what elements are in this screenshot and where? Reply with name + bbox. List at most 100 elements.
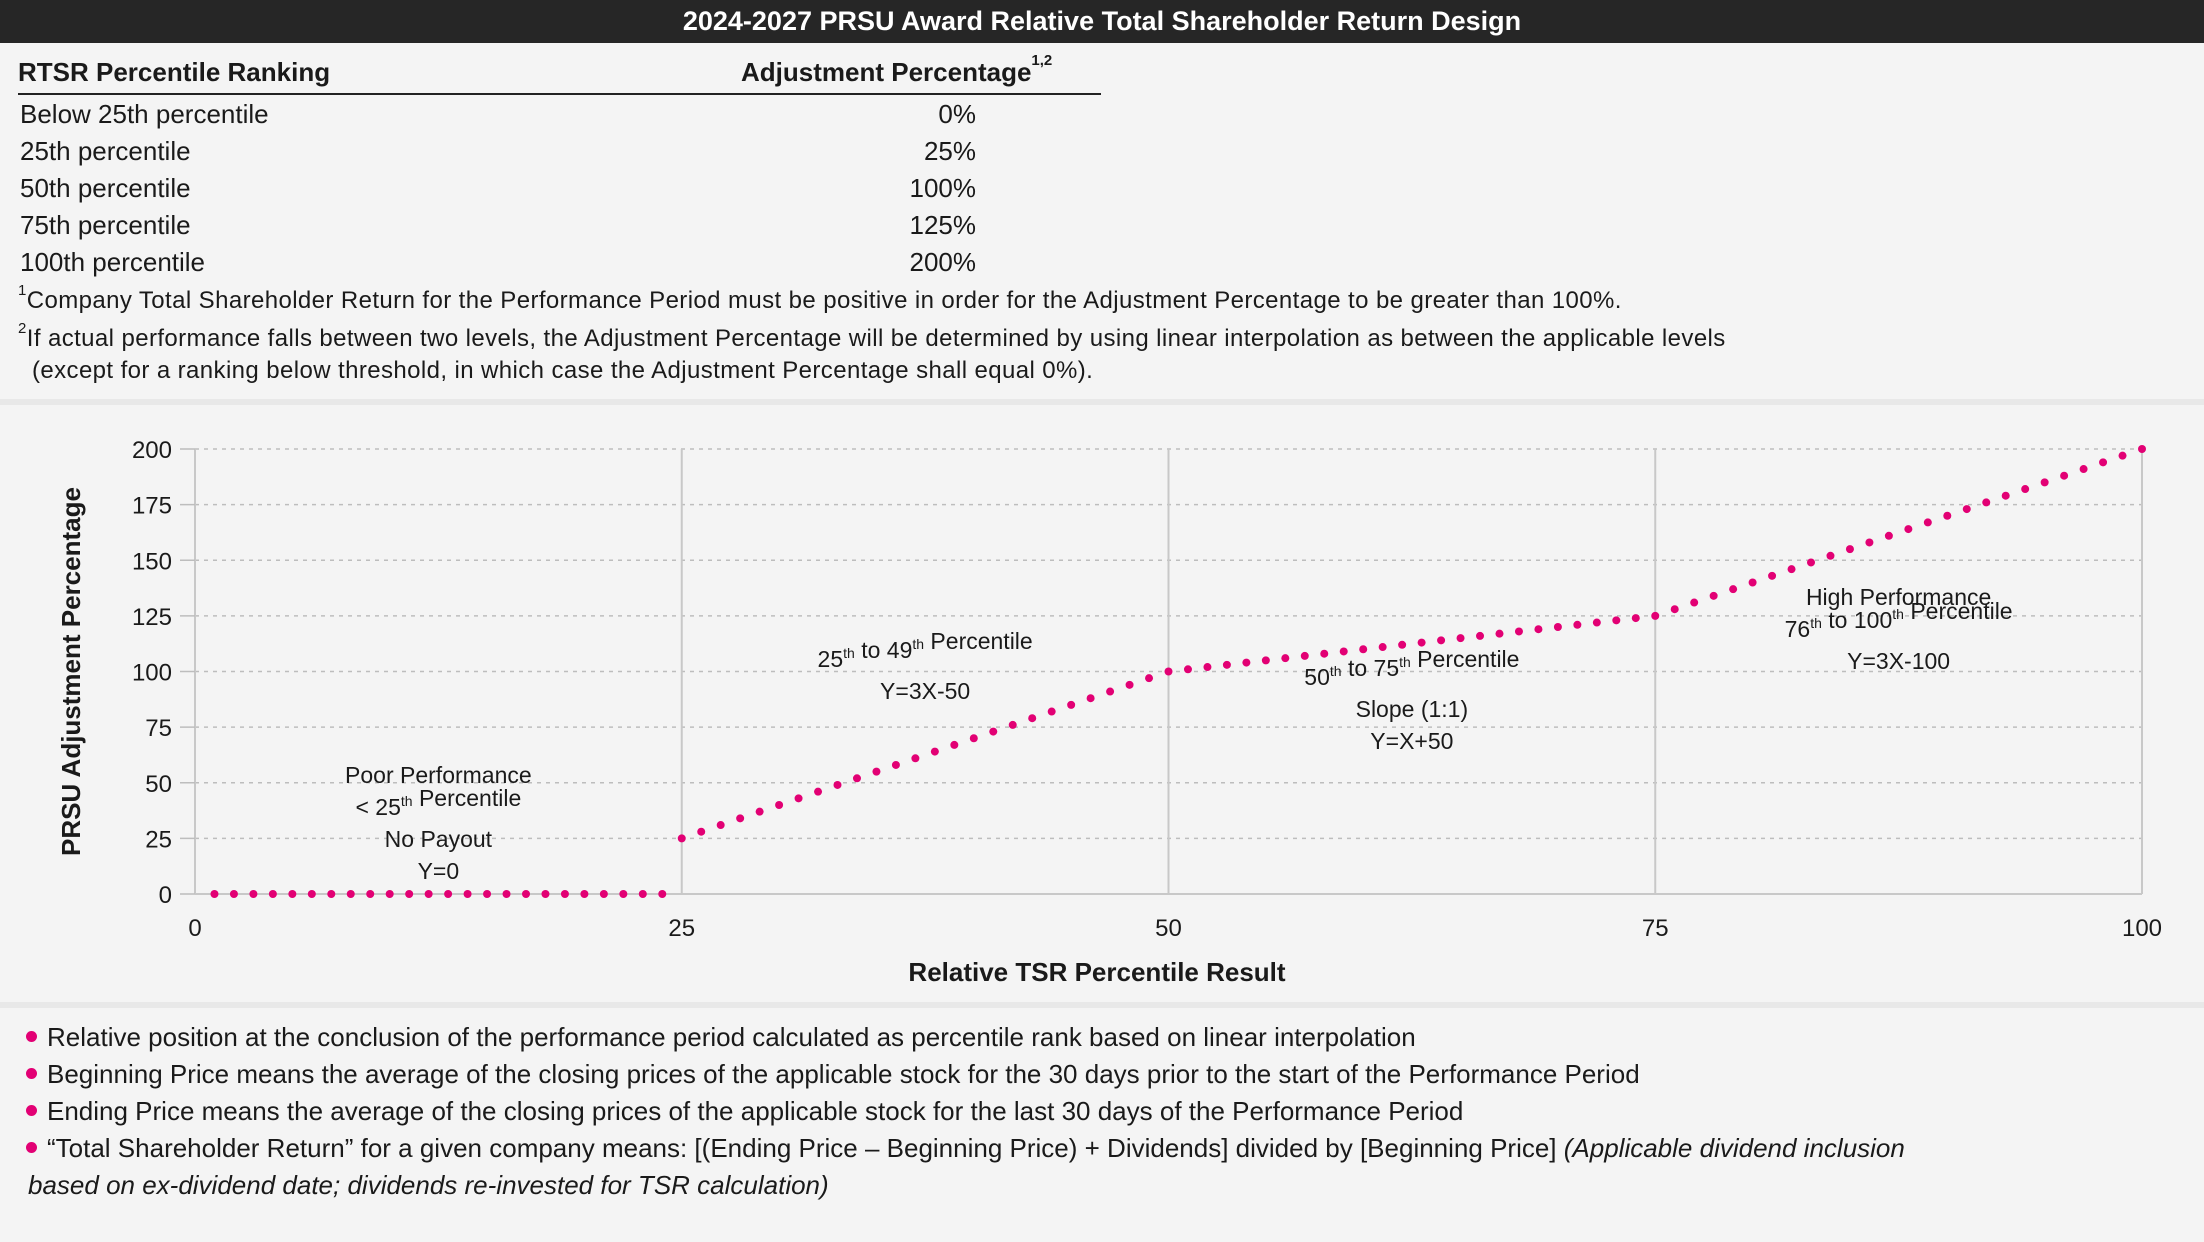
x-tick-label: 0 [188, 915, 201, 942]
definitions-list: Relative position at the conclusion of t… [0, 1008, 2204, 1242]
data-point [1631, 614, 1640, 623]
list-item: Beginning Price means the average of the… [26, 1059, 1640, 1090]
award-table-section: RTSR Percentile Ranking Adjustment Perce… [0, 43, 2204, 399]
adjustment-cell: 25% [923, 136, 976, 166]
x-tick-label: 50 [1155, 915, 1182, 942]
y-axis-title: PRSU Adjustment Percentage [56, 487, 86, 856]
x-tick-label: 100 [2122, 915, 2162, 942]
data-point [697, 827, 706, 836]
data-point [1534, 625, 1543, 634]
data-point [366, 890, 375, 898]
list-item: “Total Shareholder Return” for a given c… [26, 1133, 1905, 1164]
data-point [1281, 654, 1290, 663]
data-point [1145, 674, 1154, 683]
adjustment-cell: 0% [938, 99, 976, 129]
data-point [1904, 525, 1913, 534]
data-point [268, 890, 277, 898]
data-point [2021, 485, 2030, 494]
annotation-text: Y=3X-50 [880, 678, 970, 704]
data-point [1845, 545, 1854, 554]
data-point [483, 890, 492, 898]
data-point [2079, 465, 2088, 474]
data-point [872, 767, 881, 776]
data-point [950, 740, 959, 749]
data-point [794, 794, 803, 803]
x-tick-label: 25 [668, 915, 695, 942]
data-point [736, 814, 745, 823]
data-point [1768, 571, 1777, 580]
data-point [1884, 531, 1893, 540]
data-point [891, 760, 900, 769]
data-point [229, 890, 238, 898]
data-point [385, 890, 394, 898]
bullet-dot-icon [26, 1031, 37, 1042]
data-point [1553, 623, 1562, 631]
data-point [619, 890, 628, 898]
data-point [1982, 498, 1991, 507]
data-point [1203, 663, 1212, 672]
data-point [580, 890, 589, 898]
list-item-continued: based on ex-dividend date; dividends re-… [28, 1170, 829, 1200]
data-point [1086, 694, 1095, 703]
list-item: Ending Price means the average of the cl… [26, 1096, 1463, 1127]
bullet-dot-icon [26, 1068, 37, 1079]
footnotes: 1Company Total Shareholder Return for th… [18, 279, 1726, 387]
data-point [677, 834, 686, 843]
adjustment-cell: 200% [909, 247, 977, 277]
header-ranking: RTSR Percentile Ranking [18, 57, 331, 87]
data-point [1125, 680, 1134, 689]
annotation-text: No Payout [385, 826, 493, 852]
x-tick-label: 75 [1642, 915, 1669, 942]
data-point [1748, 578, 1757, 587]
data-point [560, 890, 569, 898]
data-point [989, 727, 998, 736]
data-point [1417, 638, 1426, 647]
data-point [502, 890, 511, 898]
data-point [463, 890, 472, 898]
data-point [716, 821, 725, 830]
data-point [911, 754, 920, 763]
annotation-text: < 25th Percentile [355, 785, 521, 820]
annotation-text: 25th to 49th Percentile [818, 628, 1033, 672]
data-point [1359, 645, 1368, 654]
table-row: Below 25th percentile 0% [18, 97, 1101, 134]
data-point [852, 774, 861, 783]
data-point [444, 890, 453, 898]
data-point [1300, 651, 1309, 660]
data-point [658, 890, 667, 898]
table-row: 25th percentile 25% [18, 134, 1101, 171]
data-point [1865, 538, 1874, 547]
data-point [1612, 616, 1621, 625]
y-tick-label: 0 [159, 882, 172, 909]
data-point [1573, 620, 1582, 629]
data-point [1787, 565, 1796, 574]
data-point [288, 890, 297, 898]
data-point [1651, 611, 1660, 620]
data-point [1261, 656, 1270, 665]
annotation-text: Poor Performance [345, 762, 532, 788]
data-point [541, 890, 550, 898]
table-header: RTSR Percentile Ranking Adjustment Perce… [18, 52, 1101, 95]
data-point [2060, 471, 2069, 480]
header-adjustment: Adjustment Percentage1,2 [741, 52, 1053, 87]
data-point [2138, 445, 2146, 453]
footnote-2: 2If actual performance falls between two… [18, 320, 1726, 352]
bullet-dot-icon [26, 1105, 37, 1116]
footnote-marker: 1,2 [1031, 52, 1053, 70]
annotation-text: Y=0 [418, 858, 460, 884]
data-point [1514, 627, 1523, 636]
data-point [2001, 491, 2010, 500]
data-point [2099, 458, 2108, 467]
data-point [1690, 598, 1699, 607]
data-point [599, 890, 608, 898]
y-tick-label: 150 [132, 548, 172, 575]
ranking-cell: Below 25th percentile [20, 99, 269, 129]
data-point [930, 747, 939, 756]
data-point [521, 890, 530, 898]
ranking-cell: 25th percentile [20, 136, 191, 166]
data-point [1923, 518, 1932, 527]
data-point [424, 890, 433, 898]
data-point [1339, 647, 1348, 656]
data-point [210, 890, 219, 898]
data-point [1398, 640, 1407, 649]
